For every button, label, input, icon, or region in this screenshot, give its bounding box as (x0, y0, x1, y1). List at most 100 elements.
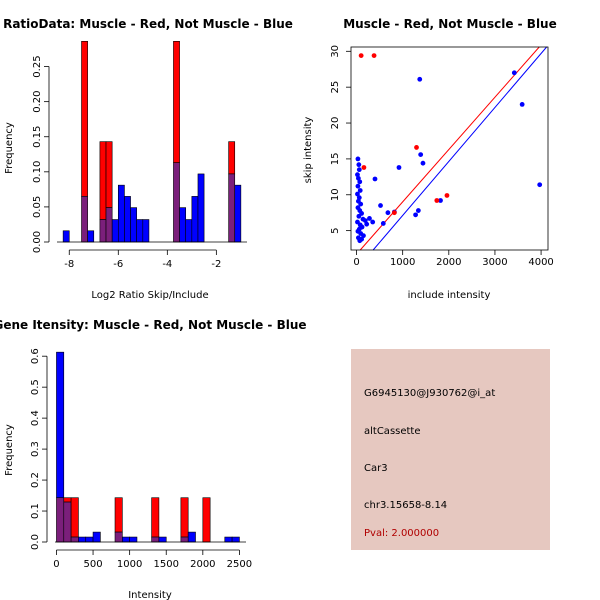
intensity-y-tick-label: 0.1 (30, 503, 41, 519)
scatter-point-not-muscle (357, 238, 363, 244)
ratio-bar-overlap (228, 173, 236, 243)
scatter-point-not-muscle (364, 221, 370, 227)
scatter-point-muscle (361, 165, 367, 170)
intensity-histogram-panel: Gene Itensity: Muscle - Red, Not Muscle … (0, 318, 307, 600)
intensity-bar (151, 497, 160, 538)
info-gene: Car3 (364, 463, 388, 474)
ratio-bar (185, 219, 193, 243)
intensity-y-tick-label: 0.3 (30, 441, 41, 457)
intensity-y-tick-label: 0.2 (30, 472, 41, 488)
scatter-point-not-muscle (355, 172, 360, 178)
scatter-fit-lines (359, 46, 547, 251)
scatter-ylabel: skip intensity (303, 117, 314, 184)
intensity-bar-overlap (151, 536, 160, 543)
ratio-bar (62, 230, 70, 243)
scatter-point-not-muscle (420, 160, 426, 166)
scatter-point-not-muscle (396, 165, 402, 170)
intensity-bar-overlap (56, 497, 65, 543)
scatter-y-tick-label: 15 (330, 153, 341, 166)
intensity-bar (202, 497, 211, 543)
intensity-x-tick-label: 2500 (227, 559, 252, 570)
ratio-bar-overlap (99, 219, 107, 243)
intensity-x-tick-label: 1500 (154, 559, 179, 570)
scatter-panel: Muscle - Red, Not Muscle - Blue include … (303, 17, 557, 301)
scatter-point-not-muscle (357, 188, 363, 193)
scatter-point-not-muscle (357, 179, 363, 185)
scatter-point-not-muscle (415, 208, 421, 213)
intensity-bar-overlap (180, 536, 189, 543)
ratio-y-tick-label: 0.25 (32, 55, 43, 77)
intensity-bar (122, 536, 130, 543)
intensity-bar (114, 497, 123, 533)
scatter-point-muscle (391, 210, 397, 216)
scatter-point-muscle (434, 198, 440, 203)
scatter-x-tick-label: 2000 (436, 257, 461, 268)
ratio-bar (173, 40, 180, 164)
intensity-histogram-axes: 0 500 1000 1500 2000 2500 0.0 0.1 0.2 0.3 0.4 0.5 0.… (30, 348, 252, 570)
ratio-bar (179, 207, 187, 243)
scatter-point-not-muscle (380, 221, 386, 226)
scatter-xlabel: include intensity (408, 290, 491, 301)
scatter-red-fit (359, 46, 540, 251)
info-location: chr3.15658-8.14 (364, 500, 447, 511)
ratio-bar (191, 196, 199, 243)
intensity-x-tick-label: 2000 (190, 559, 215, 570)
info-background (351, 349, 550, 550)
ratio-bar-overlap (81, 196, 88, 243)
ratio-bar (124, 196, 131, 243)
scatter-axes: 0 1000 2000 3000 4000 5 10 15 20 25 30 (330, 45, 554, 268)
info-panel: G6945130@J930762@i_at altCassette Car3 c… (351, 349, 550, 550)
intensity-bar (158, 536, 167, 543)
ratio-histogram-title: RatioData: Muscle - Red, Not Muscle - Bl… (3, 17, 293, 31)
ratio-histogram-bars (62, 40, 242, 243)
scatter-y-tick-label: 10 (330, 188, 341, 201)
scatter-point-not-muscle (372, 176, 378, 182)
intensity-x-tick-label: 500 (84, 559, 103, 570)
intensity-bar (56, 351, 65, 499)
ratio-bar (142, 219, 150, 243)
ratio-y-tick-label: 0.05 (32, 196, 43, 218)
scatter-blue-fit (372, 46, 547, 251)
scatter-point-not-muscle (356, 213, 362, 219)
intensity-histogram-ylabel: Frequency (4, 424, 15, 476)
scatter-y-tick-label: 25 (330, 81, 341, 94)
info-pval: Pval: 2.000000 (364, 528, 439, 539)
scatter-point-not-muscle (367, 216, 372, 221)
intensity-y-tick-label: 0.5 (30, 379, 41, 395)
ratio-bar (197, 173, 205, 243)
ratio-y-tick-label: 0.10 (32, 161, 43, 183)
intensity-y-tick-label: 0.4 (30, 410, 41, 426)
scatter-point-not-muscle (356, 162, 362, 168)
scatter-point-not-muscle (361, 233, 366, 239)
ratio-y-tick-label: 0.00 (32, 231, 43, 253)
scatter-point-muscle (444, 193, 450, 198)
info-event-type: altCassette (364, 426, 421, 437)
ratio-y-tick-label: 0.20 (32, 91, 43, 113)
scatter-point-not-muscle (378, 203, 383, 208)
intensity-histogram-title: Gene Itensity: Muscle - Red, Not Muscle … (0, 318, 307, 332)
ratio-x-tick-label: -8 (64, 259, 74, 270)
intensity-x-tick-label: 0 (53, 559, 59, 570)
ratio-bar (99, 141, 107, 220)
scatter-point-not-muscle (355, 156, 361, 162)
scatter-point-not-muscle (355, 183, 361, 189)
scatter-y-tick-label: 30 (330, 45, 341, 58)
ratio-bar (117, 184, 125, 243)
scatter-point-not-muscle (385, 210, 391, 216)
intensity-bar (63, 497, 72, 503)
intensity-bar (180, 497, 189, 538)
intensity-bar (224, 536, 233, 543)
ratio-y-tick-label: 0.15 (32, 126, 43, 148)
scatter-point-not-muscle (438, 198, 443, 203)
ratio-bar (130, 207, 137, 243)
ratio-bar-overlap (105, 207, 113, 243)
intensity-bar (85, 536, 94, 543)
intensity-bar (129, 536, 138, 543)
scatter-title: Muscle - Red, Not Muscle - Blue (343, 17, 557, 31)
intensity-bar (92, 531, 101, 543)
scatter-point-not-muscle (413, 212, 418, 218)
scatter-point-not-muscle (358, 201, 364, 207)
scatter-x-tick-label: 3000 (482, 257, 507, 268)
ratio-bar (111, 219, 119, 243)
scatter-y-tick-label: 20 (330, 117, 341, 130)
